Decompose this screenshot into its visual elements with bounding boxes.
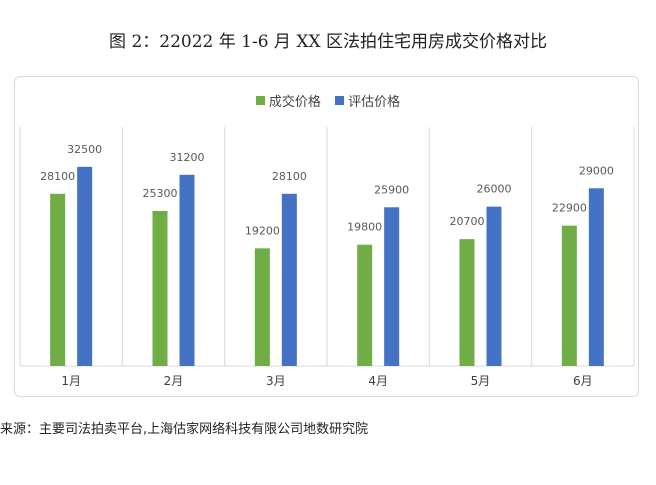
x-tick-label: 6月 <box>573 374 593 388</box>
bar-estimate <box>384 207 400 366</box>
bar-deal <box>152 210 168 366</box>
data-label: 19200 <box>245 224 280 237</box>
data-label: 20700 <box>450 215 485 228</box>
data-label: 19800 <box>347 221 382 234</box>
data-label: 26000 <box>477 183 512 196</box>
bar-deal <box>254 248 270 366</box>
data-label: 28100 <box>40 170 75 183</box>
chart-legend: 成交价格 评估价格 <box>0 91 656 110</box>
legend-label-estimate: 评估价格 <box>348 95 401 110</box>
x-tick-label: 1月 <box>61 374 81 388</box>
figure-title: 图 2：22022 年 1-6 月 XX 区法拍住宅用房成交价格对比 <box>109 32 547 52</box>
bar-deal <box>357 244 373 366</box>
bar-estimate <box>486 206 502 366</box>
data-label: 28100 <box>272 170 307 183</box>
legend-label-deal: 成交价格 <box>268 95 321 110</box>
legend-swatch-deal <box>255 96 265 105</box>
data-label: 25300 <box>143 187 178 200</box>
x-tick-label: 2月 <box>164 374 184 388</box>
data-label: 25900 <box>374 183 409 196</box>
data-label: 32500 <box>67 143 102 156</box>
bar-estimate <box>588 188 604 366</box>
bar-estimate <box>179 174 195 366</box>
data-label: 31200 <box>170 151 205 164</box>
figure-source: 来源：主要司法拍卖平台,上海估家网络科技有限公司地数研究院 <box>0 422 369 437</box>
x-tick-label: 5月 <box>471 374 491 388</box>
x-tick-label: 3月 <box>266 374 286 388</box>
bar-estimate <box>281 193 297 366</box>
legend-swatch-estimate <box>335 96 345 105</box>
bar-deal <box>50 193 66 366</box>
legend-item-deal: 成交价格 <box>255 91 321 110</box>
data-label: 22900 <box>552 202 587 215</box>
bar-deal <box>561 225 577 366</box>
bar-deal <box>459 239 475 366</box>
legend-item-estimate: 评估价格 <box>335 91 400 110</box>
x-tick-label: 4月 <box>368 374 388 388</box>
data-label: 29000 <box>579 164 614 177</box>
bar-estimate <box>77 166 93 366</box>
